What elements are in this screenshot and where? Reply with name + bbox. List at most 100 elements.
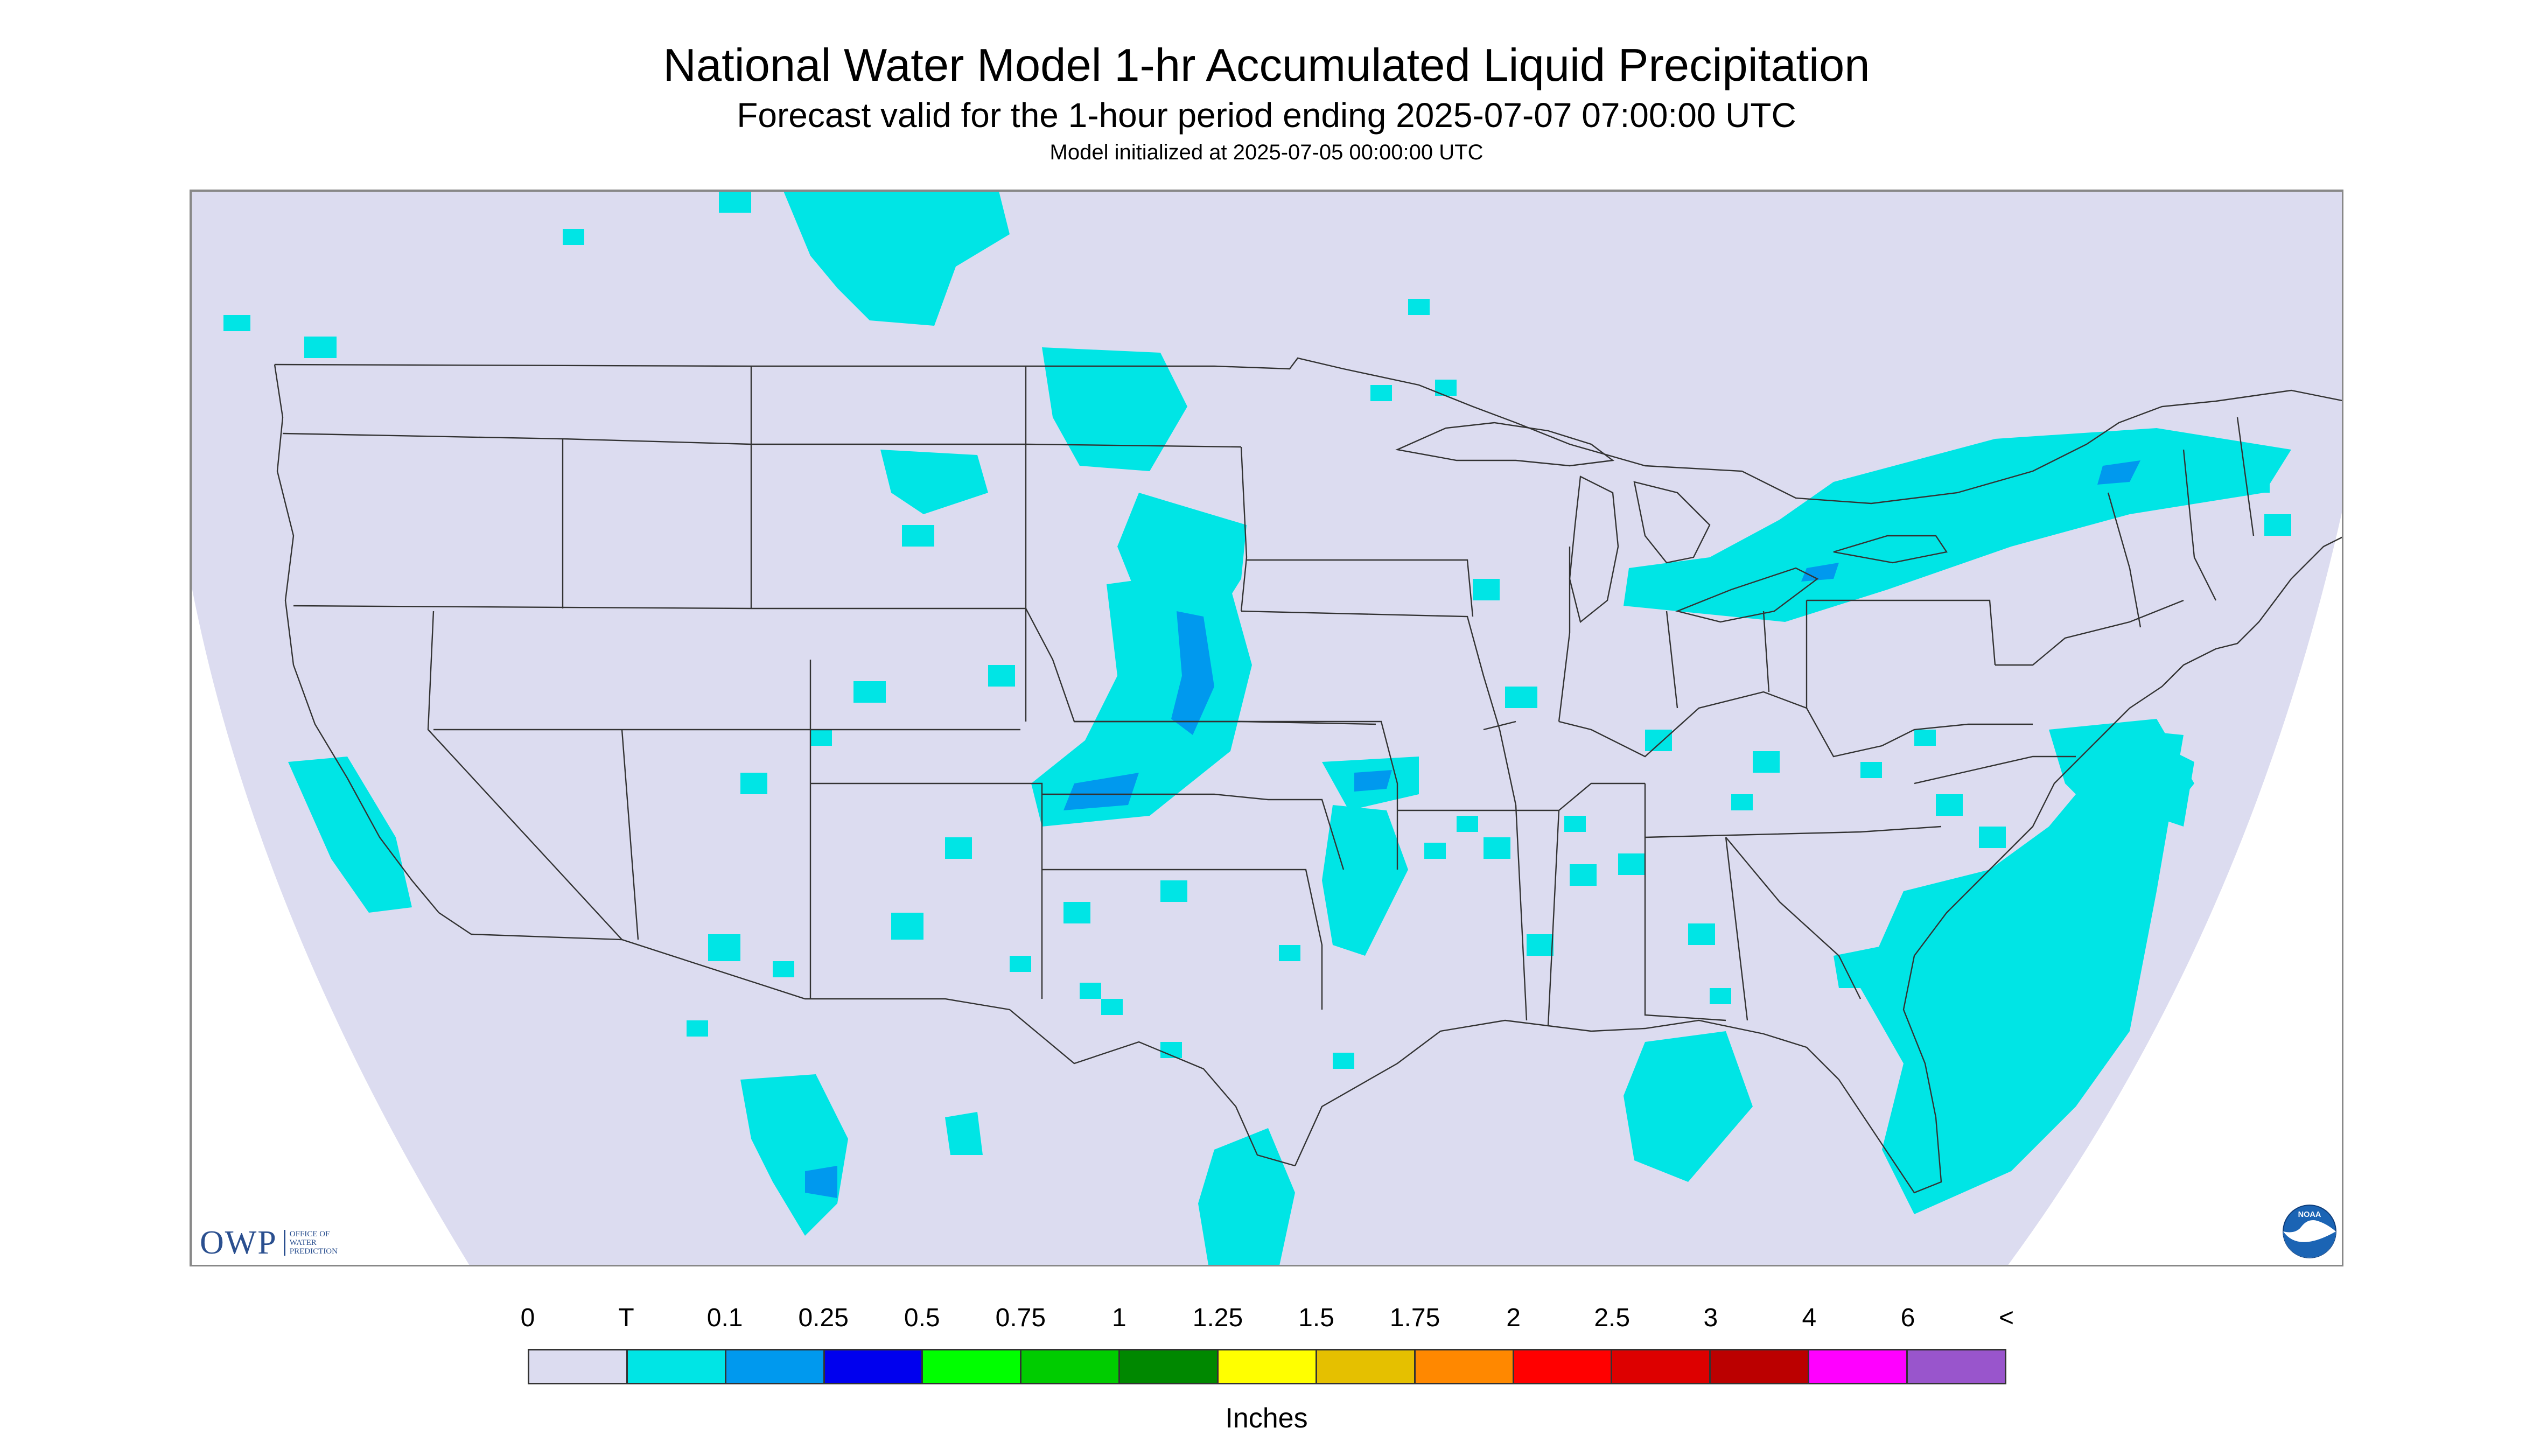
precip-cell: [1731, 794, 1753, 810]
legend-label: 0.5: [904, 1304, 940, 1332]
precip-cell: [1570, 864, 1597, 886]
precip-heavy-area: [2097, 460, 2140, 485]
legend-label: 2: [1506, 1304, 1521, 1332]
legend-swatch: [1021, 1350, 1121, 1383]
precip-cell: [2237, 471, 2270, 493]
legend-label: T: [618, 1304, 634, 1332]
precip-cell: [1860, 762, 1882, 778]
precip-cell: [1010, 956, 1031, 972]
legend-units: Inches: [1225, 1403, 1308, 1434]
precip-cell: [1370, 385, 1392, 401]
precip-cell: [2264, 514, 2291, 536]
precip-cell: [1279, 945, 1300, 961]
precip-cell: [1527, 934, 1554, 956]
precip-cell: [1457, 816, 1478, 832]
precip-cell: [1505, 687, 1537, 708]
precip-cell: [1080, 983, 1101, 999]
legend-label: 0: [520, 1304, 535, 1332]
precip-trace-area: [1042, 347, 1187, 471]
precip-cell: [1424, 843, 1446, 859]
legend-swatch: [1612, 1350, 1711, 1383]
map-title: National Water Model 1-hr Accumulated Li…: [663, 40, 1870, 91]
precip-cell: [1688, 923, 1715, 945]
precip-map: OWP OFFICE OF WATER PREDICTION NOAA: [190, 190, 2343, 1266]
precip-cell: [945, 837, 972, 859]
precip-cell: [1645, 730, 1672, 751]
precip-trace-area: [783, 191, 1010, 326]
state-borders: [274, 357, 2342, 1194]
precip-cell: [988, 665, 1015, 687]
legend-label: <: [1998, 1304, 2014, 1332]
legend-label: 1.25: [1192, 1304, 1243, 1332]
precip-cell: [853, 681, 886, 703]
precip-cell: [708, 934, 740, 961]
map-canvas: [191, 191, 2342, 1265]
color-legend: [528, 1349, 2006, 1384]
precip-trace-area: [880, 450, 988, 514]
precip-cell: [1408, 299, 1430, 315]
precip-trace-area: [2151, 740, 2194, 827]
precip-cell: [304, 337, 337, 358]
legend-swatch: [923, 1350, 1022, 1383]
precip-cell: [1979, 827, 2006, 848]
legend-swatch: [529, 1350, 628, 1383]
precip-cell: [687, 1020, 708, 1037]
precip-cell: [1618, 853, 1645, 875]
legend-swatch: [824, 1350, 923, 1383]
legend-swatch: [726, 1350, 825, 1383]
owp-logo: OWP OFFICE OF WATER PREDICTION: [200, 1224, 338, 1262]
precip-trace-area: [1198, 1128, 1295, 1265]
precip-trace-area: [1624, 1031, 1753, 1182]
precip-cell: [223, 315, 250, 331]
legend-swatch: [627, 1350, 726, 1383]
legend-swatch: [1317, 1350, 1416, 1383]
owp-logo-subtext: OFFICE OF WATER PREDICTION: [283, 1230, 338, 1256]
precip-cell: [1063, 902, 1090, 923]
precip-trace-area: [1834, 945, 1893, 988]
legend-label: 0.25: [798, 1304, 849, 1332]
legend-swatch: [1219, 1350, 1317, 1383]
owp-logo-text: OWP: [200, 1224, 277, 1261]
precip-trace-area: [1860, 730, 2184, 1214]
legend-swatch: [1120, 1350, 1219, 1383]
precip-trace-area: [945, 1112, 983, 1155]
precip-cell: [1753, 751, 1780, 773]
precip-heavy-area: [1063, 773, 1139, 810]
legend-swatch: [1809, 1350, 1908, 1383]
precip-cell: [1160, 880, 1187, 902]
precip-layer: [223, 191, 2291, 1265]
precip-cell: [719, 191, 751, 213]
precip-cell: [1333, 1053, 1354, 1069]
precip-heavy-area: [1354, 770, 1392, 792]
precip-cell: [1473, 579, 1500, 600]
legend-label: 2.5: [1594, 1304, 1631, 1332]
map-subtitle: Forecast valid for the 1-hour period end…: [737, 96, 1796, 135]
precip-heavy-area: [1171, 611, 1214, 735]
precip-trace-area: [1322, 805, 1408, 956]
legend-swatch: [1711, 1350, 1810, 1383]
legend-labels: 0 T 0.1 0.25 0.5 0.75 1 1.25 1.5 1.75 2 2.5 3 4 6 <: [0, 1303, 2533, 1335]
precip-trace-area: [288, 757, 412, 913]
precip-cell: [1484, 837, 1510, 859]
legend-swatch: [1415, 1350, 1514, 1383]
legend-label: 6: [1900, 1304, 1915, 1332]
precip-cell: [563, 229, 584, 245]
legend-label: 0.75: [995, 1304, 1046, 1332]
legend-label: 4: [1802, 1304, 1817, 1332]
precip-cell: [810, 730, 832, 746]
precip-cell: [1936, 794, 1963, 816]
precip-cell: [1710, 988, 1731, 1004]
legend-label: 3: [1703, 1304, 1718, 1332]
precip-cell: [773, 961, 794, 977]
precip-cell: [1564, 816, 1586, 832]
precip-cell: [891, 913, 923, 940]
legend-label: 0.1: [706, 1304, 743, 1332]
precip-cell: [1914, 730, 1936, 746]
precip-heavy-area: [1801, 563, 1839, 582]
domain-area: [191, 191, 2342, 1265]
legend-label: 1: [1112, 1304, 1126, 1332]
legend-label: 1.75: [1389, 1304, 1440, 1332]
precip-cell: [1101, 999, 1123, 1015]
init-time-text: Model initialized at 2025-07-05 00:00:00…: [1049, 141, 1484, 164]
legend-swatch: [1908, 1350, 2005, 1383]
